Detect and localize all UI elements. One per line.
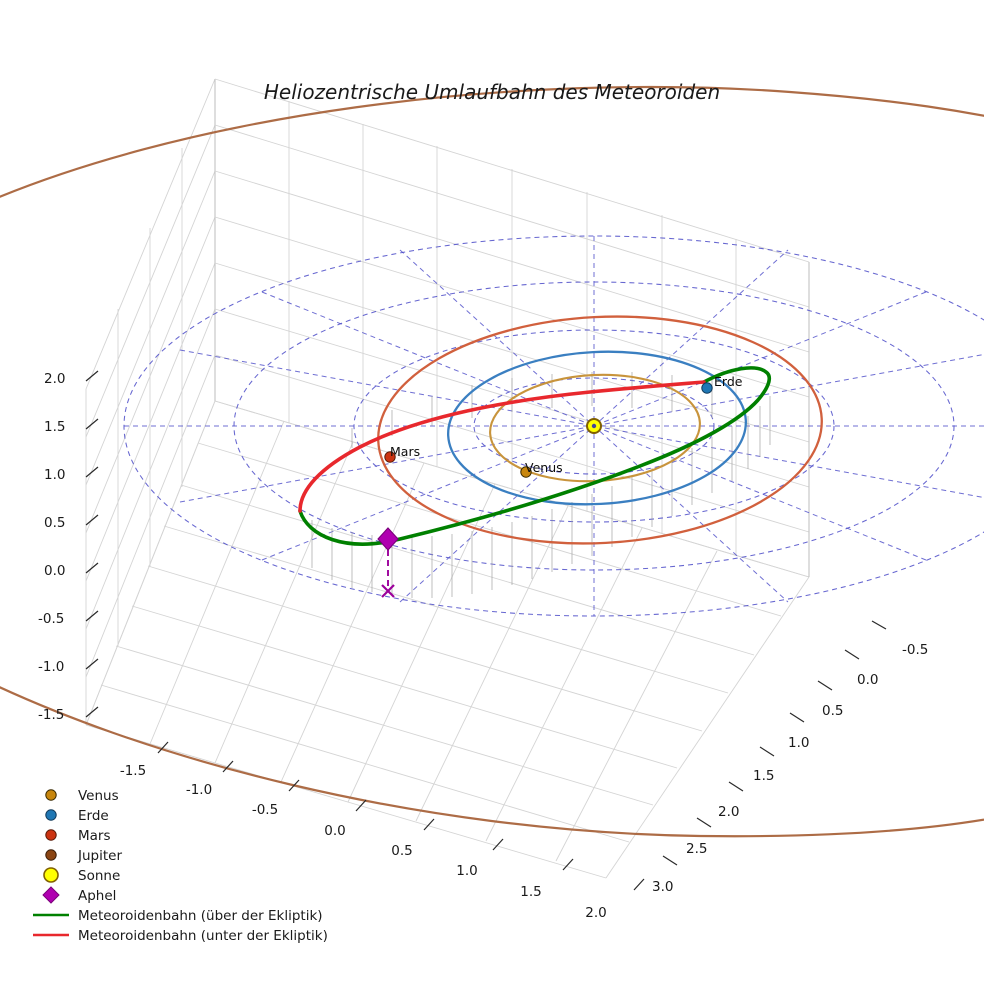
legend-item-jupiter[interactable]: Jupiter [45,848,123,864]
z-axis: 2.0 1.5 1.0 0.5 0.0 -0.5 -1.0 -1.5 [38,370,99,723]
legend-item-mars[interactable]: Mars [45,828,111,844]
z-tick-label: 0.0 [44,563,65,579]
meteoroid-orbit [298,366,772,546]
jupiter-marker-icon [45,849,57,861]
y-axis: -0.5 0.0 0.5 1.0 1.5 2.0 2.5 3.0 [652,620,928,895]
legend-label: Jupiter [77,848,122,864]
legend-item-aphel[interactable]: Aphel [42,886,116,904]
y-tick-label: 1.0 [788,735,809,751]
z-tick-label: 1.5 [44,419,65,435]
z-tick-label: -1.5 [38,707,64,723]
z-tick-marks [85,370,99,718]
y-tick-label: -0.5 [902,642,928,658]
x-tick-label: -0.5 [252,802,278,818]
meteoroid-orbit-above-ecliptic [298,366,772,546]
sun-core [591,423,597,429]
z-tick-label: 2.0 [44,371,65,387]
mars-marker-icon [45,829,57,841]
y-tick-marks [662,620,887,866]
aphel-diamond-icon [42,886,60,904]
x-tick-label: 2.0 [585,905,606,921]
legend-item-meteoroid-above[interactable]: Meteoroidenbahn (über der Ekliptik) [33,908,323,924]
body-markers [384,382,713,478]
legend: Venus Erde Mars Jupiter Sonne [33,788,328,944]
right-pane-grid [214,78,810,578]
orbit-stem-lines [311,372,771,598]
earth-marker [701,382,713,394]
legend-item-sonne[interactable]: Sonne [43,867,120,884]
x-axis: -1.5 -1.0 -0.5 0.0 0.5 1.0 1.5 2.0 [120,741,645,921]
earth-orbit [447,350,747,506]
meteoroid-orbit-below-ecliptic [298,380,706,513]
legend-label: Meteoroidenbahn (über der Ekliptik) [78,908,323,924]
x-tick-label: -1.5 [120,763,146,779]
earth-marker-icon [45,809,57,821]
annotation-erde: Erde [714,374,743,389]
legend-label: Venus [78,788,119,804]
mars-orbit [377,315,823,545]
legend-label: Mars [78,828,111,844]
legend-item-venus[interactable]: Venus [45,788,119,804]
body-annotations: Erde Mars Venus [390,374,743,475]
z-tick-label: -0.5 [38,611,64,627]
z-tick-label: 0.5 [44,515,65,531]
legend-label: Aphel [78,888,116,904]
x-tick-label: 0.5 [391,843,412,859]
x-tick-label: 0.0 [324,823,345,839]
legend-label: Meteoroidenbahn (unter der Ekliptik) [78,928,328,944]
venus-marker-icon [45,789,57,801]
z-tick-label: 1.0 [44,467,65,483]
legend-item-meteoroid-below[interactable]: Meteoroidenbahn (unter der Ekliptik) [33,928,328,944]
mars-marker [384,451,396,463]
legend-item-erde[interactable]: Erde [45,808,109,824]
legend-label: Erde [78,808,109,824]
y-tick-label: 1.5 [753,768,774,784]
x-tick-label: 1.0 [456,863,477,879]
jupiter-orbit [0,85,984,838]
y-tick-label: 3.0 [652,879,673,895]
z-tick-label: -1.0 [38,659,64,675]
sun-marker-icon [43,867,59,883]
venus-marker [520,466,532,478]
page-title: Heliozentrische Umlaufbahn des Meteoroid… [264,80,720,104]
legend-label: Sonne [78,868,120,884]
y-tick-label: 2.5 [686,841,707,857]
aphel-group [377,527,399,598]
axes-panes [85,78,810,879]
left-pane-grid [85,78,216,726]
x-tick-label: -1.0 [186,782,212,798]
annotation-mars: Mars [390,444,420,459]
aphel-marker [377,527,399,551]
aphel-projection-x-marker [381,584,395,598]
floor-pane-grid [85,400,810,879]
y-tick-label: 0.0 [857,672,878,688]
annotation-venus: Venus [525,460,563,475]
y-tick-label: 0.5 [822,703,843,719]
y-tick-label: 2.0 [718,804,739,820]
x-tick-label: 1.5 [520,884,541,900]
ecliptic-polar-grid [123,235,984,617]
x-tick-marks [157,741,645,891]
